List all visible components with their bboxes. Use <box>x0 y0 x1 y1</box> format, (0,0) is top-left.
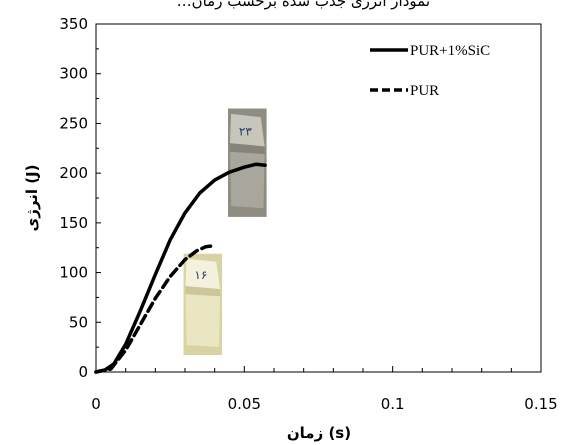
legend-label-pur: PUR <box>410 83 439 99</box>
series-line-0 <box>94 162 267 374</box>
y-tick-label: 150 <box>59 214 88 232</box>
y-tick-label: 250 <box>59 114 88 132</box>
y-axis: 0 50 100 150 200 250 300 350 <box>59 15 101 381</box>
x-tick-label: 0 <box>91 395 101 413</box>
x-axis-title: زمان (s) <box>287 424 351 442</box>
y-tick-label: 0 <box>78 363 88 381</box>
series-line-1 <box>94 243 217 374</box>
legend: PUR+1%SiC PUR <box>370 43 490 99</box>
y-tick-label: 100 <box>59 264 88 282</box>
x-tick-label: 0.1 <box>381 395 405 413</box>
photo-label: ۲۳ <box>239 125 252 139</box>
x-axis: 0 0.05 0.1 0.15 <box>91 366 558 413</box>
series-group <box>94 162 267 374</box>
photo-label: ۱۶ <box>194 268 207 282</box>
y-tick-label: 200 <box>59 164 88 182</box>
specimen-photos: ۲۳ ۱۶ <box>183 108 267 356</box>
y-tick-label: 350 <box>59 15 88 33</box>
x-tick-label: 0.15 <box>524 395 557 413</box>
legend-label-pur-sic: PUR+1%SiC <box>410 43 490 59</box>
chart-title: …نمودار انرژی جذب شده برحسب زمان <box>177 0 430 10</box>
specimen-photo-sic: ۲۳ <box>228 108 267 217</box>
plot-area <box>95 23 542 373</box>
y-axis-title: انرژی (J) <box>23 164 41 231</box>
x-tick-label: 0.05 <box>228 395 261 413</box>
y-tick-label: 300 <box>59 65 88 83</box>
y-tick-label: 50 <box>69 313 88 331</box>
specimen-photo-pur: ۱۶ <box>183 253 223 356</box>
